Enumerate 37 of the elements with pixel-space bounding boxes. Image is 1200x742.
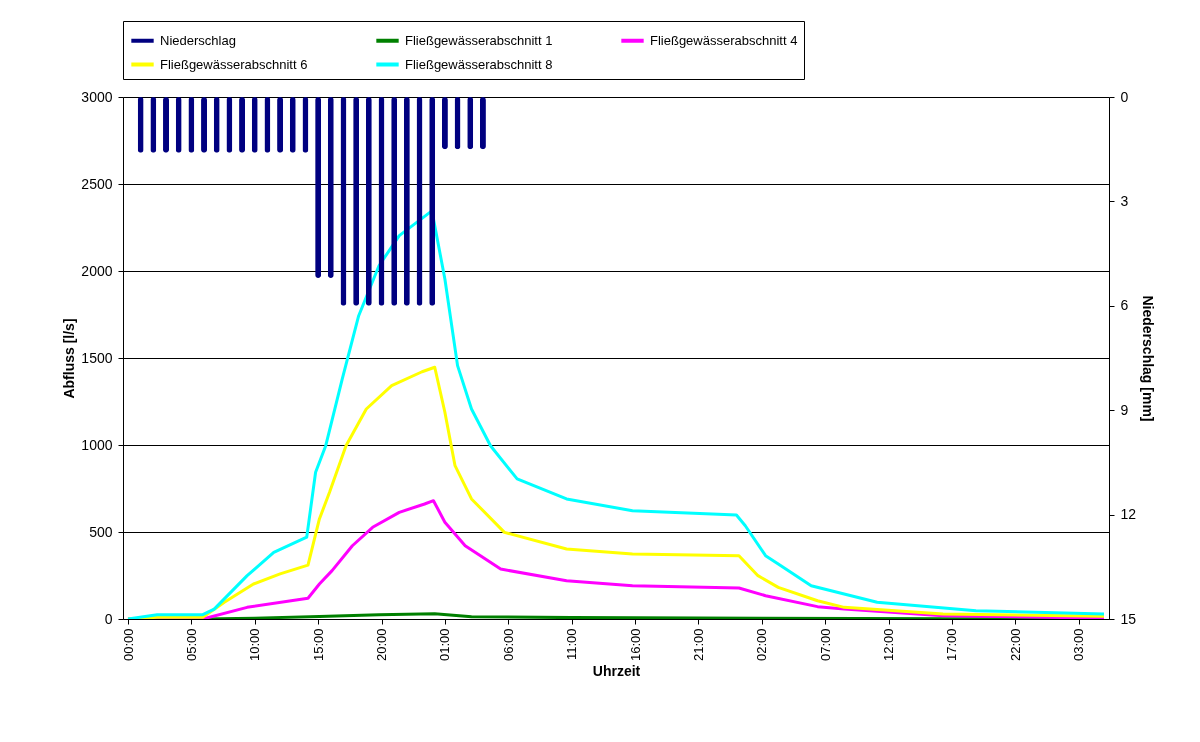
x-tick-label: 01:00: [437, 628, 453, 662]
y2-tick-label: 12: [1120, 506, 1137, 523]
x-tick-label: 07:00: [817, 628, 833, 662]
y-tick-label: 3000: [81, 88, 113, 105]
x-axis-title: Uhrzeit: [592, 663, 641, 680]
x-tick-label: 12:00: [881, 628, 897, 662]
y2-tick-label: 9: [1120, 401, 1129, 418]
y-tick-label: 1500: [81, 349, 113, 366]
y2-tick-label: 15: [1120, 610, 1137, 627]
x-tick-label: 11:00: [564, 628, 580, 661]
x-tick-label: 20:00: [374, 628, 390, 662]
y2-axis-title: Niederschlag [mm]: [1140, 295, 1157, 422]
x-tick-label: 22:00: [1007, 628, 1023, 662]
x-tick-label: 16:00: [627, 628, 643, 662]
x-tick-label: 10:00: [247, 628, 263, 662]
legend-label: Fließgewässerabschnitt 1: [405, 32, 553, 48]
y-tick-label: 500: [89, 523, 113, 540]
y-tick-label: 2000: [81, 262, 113, 279]
y2-tick-label: 0: [1120, 88, 1129, 105]
x-tick-label: 06:00: [500, 628, 516, 662]
x-tick-label: 05:00: [183, 628, 199, 662]
y2-tick-label: 3: [1120, 192, 1129, 209]
legend-label: Fließgewässerabschnitt 6: [160, 56, 308, 72]
y-tick-label: 0: [104, 610, 113, 627]
x-tick-label: 02:00: [754, 628, 770, 662]
x-tick-label: 15:00: [310, 628, 326, 662]
y-tick-label: 1000: [81, 436, 113, 453]
legend-label: Fließgewässerabschnitt 8: [405, 56, 553, 72]
x-tick-label: 17:00: [944, 628, 960, 662]
x-tick-label: 00:00: [120, 628, 136, 662]
legend-label: Niederschlag: [160, 32, 236, 48]
y2-tick-label: 6: [1120, 297, 1129, 314]
legend-label: Fließgewässerabschnitt 4: [650, 32, 798, 48]
x-tick-label: 03:00: [1071, 628, 1087, 662]
x-tick-label: 21:00: [690, 628, 706, 662]
y-tick-label: 2500: [81, 175, 113, 192]
y-axis-title: Abfluss [l/s]: [61, 318, 78, 399]
